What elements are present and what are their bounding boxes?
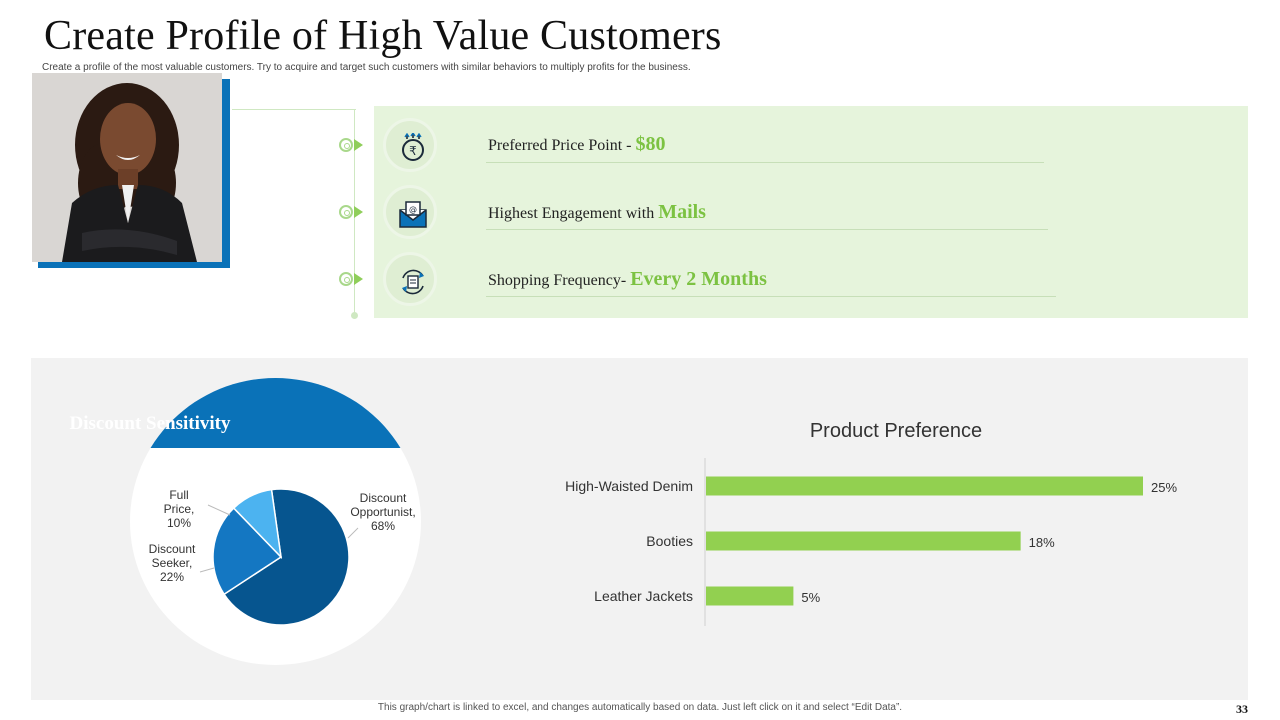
- rupee-price-icon: ₹: [402, 133, 424, 161]
- row-marker-frequency: [339, 272, 369, 288]
- bar-chart-title: Product Preference: [809, 420, 983, 442]
- bar-value-label: 18%: [1029, 535, 1055, 550]
- frequency-label: Shopping Frequency-: [488, 272, 631, 289]
- price-icon-circle: ₹: [383, 118, 437, 172]
- frequency-text: Shopping Frequency- Every 2 Months: [488, 268, 767, 291]
- connector-line-horizontal: [232, 109, 356, 110]
- page-title: Create Profile of High Value Customers: [44, 13, 722, 59]
- pie-header-band: [130, 378, 421, 448]
- price-point-label: Preferred Price Point -: [488, 137, 636, 154]
- bar-value-label: 25%: [1151, 480, 1177, 495]
- svg-text:@: @: [409, 205, 417, 214]
- bar-value-label: 5%: [801, 590, 820, 605]
- connector-end-dot: [351, 312, 358, 319]
- frequency-value: Every 2 Months: [630, 268, 767, 290]
- bar-booties: [706, 531, 1021, 551]
- bar-high-waisted-denim: [706, 476, 1143, 496]
- pie-leader-line: [207, 504, 231, 516]
- bar-leather-jackets: [706, 586, 794, 606]
- pie-slice-discount-opportunist: [223, 488, 350, 626]
- row-divider: [486, 162, 1044, 163]
- price-point-value: $80: [635, 133, 666, 155]
- row-marker-price: [339, 138, 369, 154]
- row-marker-engagement: [339, 205, 369, 221]
- calendar-cycle-icon: [402, 269, 424, 295]
- pie-leader-line: [347, 527, 359, 539]
- pie-label-full-price: Full Price, 10%: [163, 488, 195, 530]
- pie-slice-discount-seeker: [212, 507, 283, 596]
- footer-note: This graph/chart is linked to excel, and…: [377, 702, 903, 713]
- row-divider: [486, 229, 1048, 230]
- svg-text:₹: ₹: [409, 144, 417, 158]
- pie-chart-title: Discount Sensitivity: [69, 413, 231, 434]
- engagement-value: Mails: [658, 201, 706, 223]
- page-number: 33: [1236, 702, 1248, 716]
- mail-icon: @: [399, 201, 427, 228]
- row-divider: [486, 296, 1056, 297]
- frequency-icon-circle: [383, 252, 437, 306]
- customer-photo: [32, 73, 222, 262]
- bar-category-label: Leather Jackets: [594, 588, 693, 604]
- mail-icon-circle: @: [383, 185, 437, 239]
- price-point-text: Preferred Price Point - $80: [488, 133, 666, 156]
- engagement-label: Highest Engagement with: [488, 205, 659, 222]
- bar-category-label: Booties: [646, 533, 693, 549]
- engagement-text: Highest Engagement with Mails: [488, 201, 706, 224]
- pie-slice-full-price: [232, 488, 283, 560]
- pie-leader-line: [199, 567, 215, 573]
- bar-category-label: High-Waisted Denim: [565, 478, 693, 494]
- profile-attributes-panel: [374, 106, 1248, 318]
- pie-label-seeker: Discount Seeker, 22%: [148, 542, 196, 584]
- pie-label-opportunist: Discount Opportunist, 68%: [350, 491, 416, 533]
- page-subtitle: Create a profile of the most valuable cu…: [42, 62, 691, 73]
